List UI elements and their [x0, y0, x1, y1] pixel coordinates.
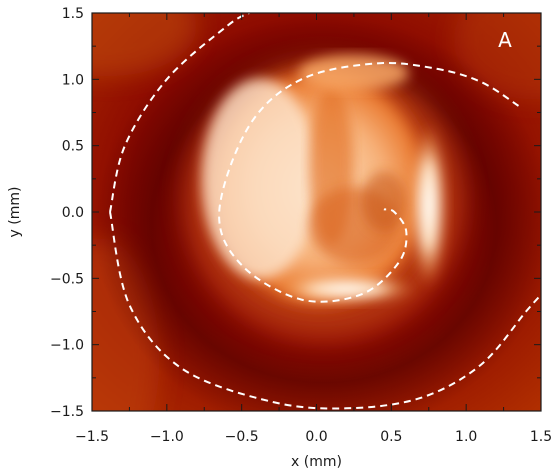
x-axis-label: x (mm) — [291, 454, 342, 470]
x-tick-label: 0.5 — [380, 429, 402, 445]
y-tick-label: 1.0 — [62, 72, 84, 88]
x-tick-label: 0.0 — [305, 429, 327, 445]
x-tick-label: 1.0 — [455, 429, 477, 445]
spiral-curve-2 — [109, 211, 541, 410]
spiral-curves — [109, 13, 541, 410]
x-tick-label: −1.5 — [75, 429, 109, 445]
y-tick-label: 0.5 — [62, 139, 84, 155]
y-axis-label: y (mm) — [7, 187, 23, 238]
x-tick-label: −0.5 — [225, 429, 259, 445]
spiral-curve-1 — [109, 13, 250, 213]
y-tick-label: −0.5 — [50, 271, 84, 287]
heat-rim — [410, 123, 447, 288]
x-axis: −1.5 −1.0 −0.5 0.0 0.5 1.0 1.5 — [75, 13, 552, 445]
heat-region — [92, 13, 197, 77]
heat-spot — [361, 171, 406, 232]
y-tick-label: 1.5 — [62, 6, 84, 22]
heat-lobe — [201, 78, 318, 279]
y-tick-label: −1.5 — [50, 404, 84, 420]
y-tick-label: −1.0 — [50, 338, 84, 354]
heatmap-image — [92, 13, 541, 411]
y-tick-label: 0.0 — [62, 205, 84, 221]
x-tick-label: 1.5 — [530, 429, 552, 445]
heat-arm — [298, 54, 409, 91]
y-axis: −1.5 −1.0 −0.5 0.0 0.5 1.0 1.5 — [50, 6, 541, 420]
spiral-curve-3 — [218, 61, 520, 303]
panel-label: A — [498, 28, 512, 52]
x-tick-label: −1.0 — [150, 429, 184, 445]
